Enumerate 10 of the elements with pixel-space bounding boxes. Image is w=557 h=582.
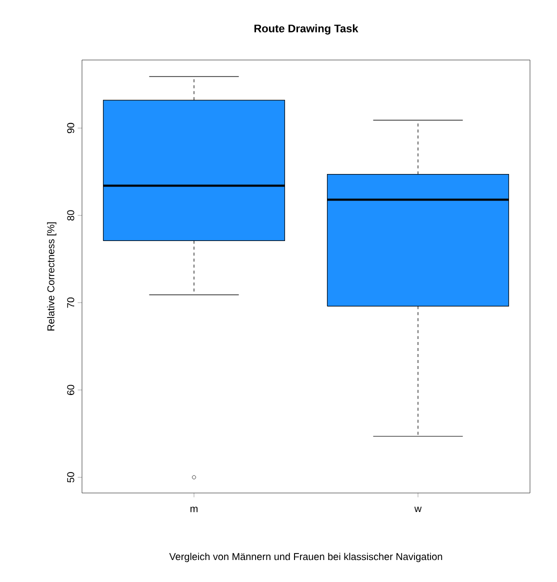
y-tick-label: 50 bbox=[67, 472, 74, 482]
x-tick-label: m bbox=[190, 506, 198, 512]
y-tick-label: 70 bbox=[67, 298, 74, 308]
y-tick-label: 90 bbox=[67, 122, 74, 134]
chart-title: Route Drawing Task bbox=[254, 24, 358, 35]
y-tick-label: 60 bbox=[67, 384, 74, 396]
x-tick-label: w bbox=[414, 506, 422, 512]
y-tick-label: 80 bbox=[67, 210, 74, 220]
y-axis-title: Relative Correctness [%] bbox=[47, 222, 56, 330]
x-axis-title: Vergleich von Männern und Frauen bei klassischer Navigation bbox=[169, 552, 442, 562]
